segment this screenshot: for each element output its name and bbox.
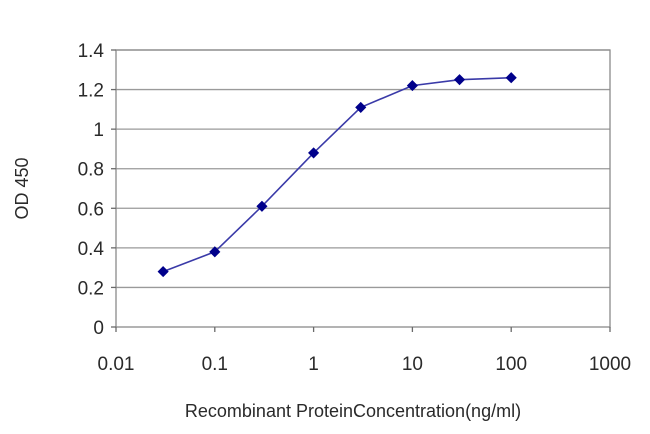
y-tick-label: 0.8 (78, 160, 104, 181)
data-point (453, 74, 466, 86)
y-tick-label: 0.2 (78, 278, 104, 299)
y-axis-title: OD 450 (12, 157, 32, 219)
y-tick-label: 0 (93, 318, 104, 339)
data-point (256, 200, 268, 212)
data-point (505, 72, 517, 84)
data-point (406, 80, 418, 92)
data-point (355, 101, 367, 113)
y-tick-label: 0.6 (78, 199, 104, 220)
plot-area-frame (115, 49, 611, 328)
x-tick-label: 10 (402, 354, 423, 375)
series-line (162, 76, 512, 273)
x-tick-label: 0.01 (98, 354, 135, 375)
y-tick-labels: 0 0.2 0.4 0.6 0.8 1 1.2 1.4 (78, 41, 105, 339)
x-tick-label: 0.1 (202, 354, 228, 375)
y-tick-label: 1 (93, 120, 104, 141)
gridlines (116, 49, 610, 289)
x-tick-label: 1000 (589, 354, 631, 375)
data-point (308, 147, 320, 159)
x-tick-label: 1 (308, 354, 319, 375)
x-tick-labels: 0.01 0.1 1 10 100 1000 (98, 354, 632, 375)
x-axis-title: Recombinant ProteinConcentration(ng/ml) (185, 401, 521, 421)
y-tick-label: 1.4 (78, 41, 105, 62)
data-point (157, 266, 169, 278)
y-tick-label: 0.4 (78, 239, 105, 260)
x-tick-label: 100 (495, 354, 527, 375)
axis-ticks (111, 49, 611, 332)
y-tick-label: 1.2 (78, 81, 104, 102)
data-point (209, 246, 221, 258)
series (157, 72, 517, 278)
